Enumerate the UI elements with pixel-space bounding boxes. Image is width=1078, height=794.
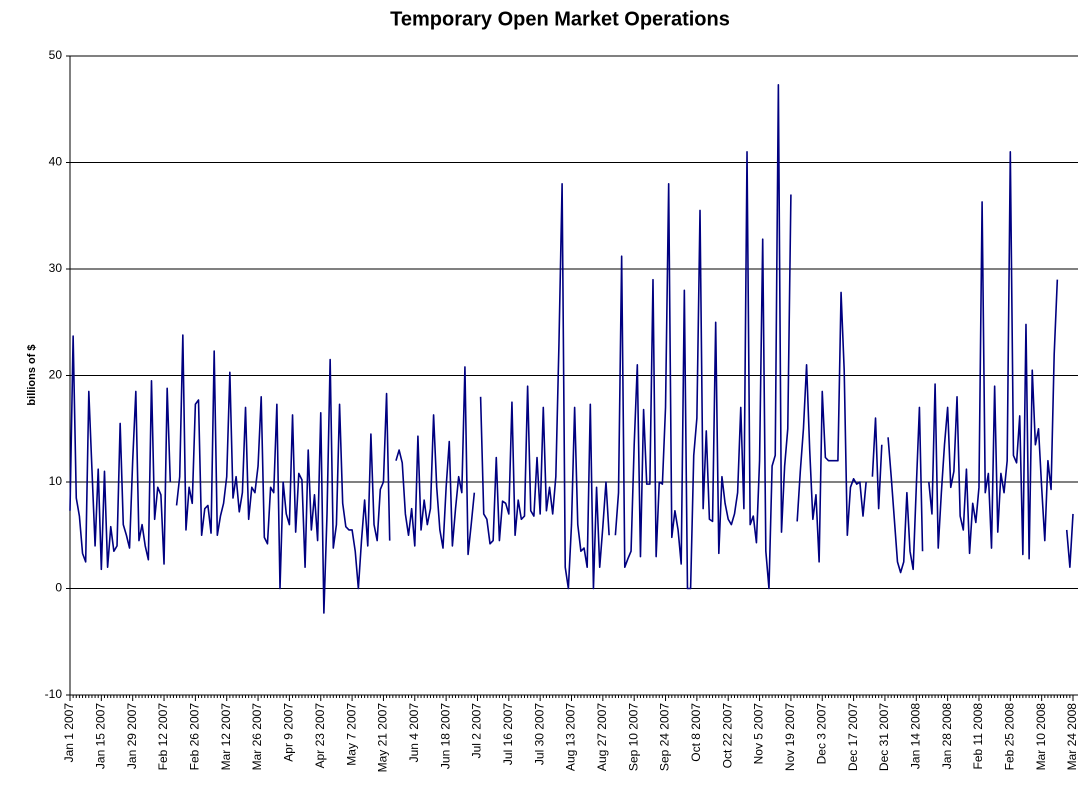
x-tick-label: Dec 31 2007 [877,703,891,771]
x-tick-label: Feb 26 2007 [188,703,202,771]
x-tick-label: Jun 4 2007 [407,703,421,763]
x-tick-label: Feb 25 2008 [1002,703,1016,771]
x-tick-label: Mar 10 2008 [1034,703,1048,771]
x-tick-label: Aug 27 2007 [595,703,609,771]
x-tick-label: Jul 16 2007 [501,703,515,765]
chart-title: Temporary Open Market Operations [390,8,730,30]
x-tick-label: Jan 14 2008 [908,703,922,769]
data-line [69,83,1074,614]
y-tick-label: -10 [45,687,63,701]
x-tick-label: Feb 12 2007 [156,703,170,771]
y-tick-label: 0 [55,581,62,595]
y-tick-label: 10 [49,474,63,488]
y-tick-label: 50 [49,48,63,62]
x-tick-label: Jan 15 2007 [94,703,108,769]
x-tick-label: Nov 19 2007 [783,703,797,771]
x-tick-label: Jul 2 2007 [470,703,484,759]
x-tick-label: Mar 12 2007 [219,703,233,771]
x-tick-label: Oct 22 2007 [720,703,734,769]
x-tick-label: Sep 24 2007 [658,703,672,771]
x-tick-label: Feb 11 2008 [971,703,985,770]
y-tick-label: 40 [49,155,63,169]
x-tick-label: Apr 23 2007 [313,703,327,769]
x-tick-label: Jun 18 2007 [438,703,452,769]
x-tick-label: Apr 9 2007 [282,703,296,762]
x-tick-label: Sep 10 2007 [626,703,640,771]
x-tick-label: Jan 1 2007 [62,703,76,763]
x-tick-label: May 7 2007 [344,703,358,766]
y-tick-label: 30 [49,261,63,275]
y-tick-label: 20 [49,368,63,382]
x-tick-label: Jul 30 2007 [532,703,546,765]
x-tick-label: Dec 3 2007 [814,703,828,765]
x-tick-label: Oct 8 2007 [689,703,703,762]
x-tick-label: May 21 2007 [376,703,390,773]
x-tick-label: Mar 26 2007 [250,703,264,771]
x-tick-label: Jan 28 2008 [940,703,954,769]
x-tick-label: Dec 17 2007 [846,703,860,771]
x-tick-label: Aug 13 2007 [564,703,578,771]
y-axis-label: billions of $ [26,344,38,405]
x-tick-label: Mar 24 2008 [1065,703,1078,771]
x-tick-label: Nov 5 2007 [752,703,766,765]
x-tick-label: Jan 29 2007 [125,703,139,769]
